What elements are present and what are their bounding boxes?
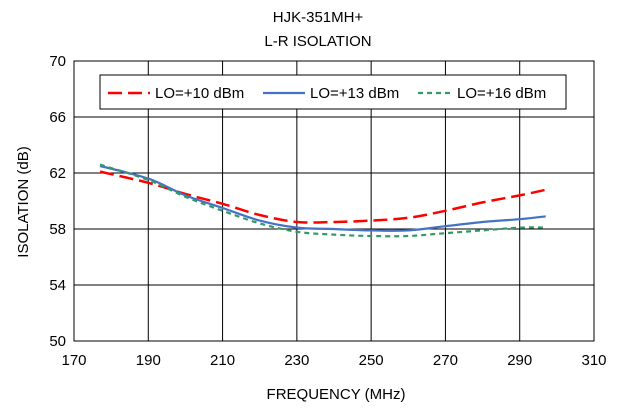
x-tick-label: 290 (507, 352, 532, 369)
x-tick-label: 310 (581, 352, 606, 369)
y-tick-label: 58 (49, 221, 66, 238)
x-tick-label: 210 (210, 352, 235, 369)
series-line (99, 164, 546, 232)
series-line (99, 170, 546, 224)
legend-label: LO=+13 dBm (310, 85, 399, 102)
chart-subtitle: L-R ISOLATION (264, 33, 371, 50)
x-tick-label: 250 (359, 352, 384, 369)
y-tick-label: 66 (49, 109, 66, 126)
x-axis-label: FREQUENCY (MHz) (267, 386, 406, 403)
legend-label: LO=+10 dBm (155, 85, 244, 102)
x-tick-label: 230 (284, 352, 309, 369)
legend-box (99, 74, 567, 110)
series-lines (99, 163, 546, 238)
y-axis-label: ISOLATION (dB) (15, 146, 32, 257)
x-tick-label: 190 (136, 352, 161, 369)
series-line (99, 163, 546, 238)
legend-label: LO=+16 dBm (457, 85, 546, 102)
y-tick-label: 62 (49, 165, 66, 182)
plot-frame (73, 60, 595, 342)
tick-labels: 170 190 210 230 250 270 290 310 50 54 58 62 66 70 (49, 53, 606, 369)
x-tick-label: 270 (433, 352, 458, 369)
y-tick-label: 70 (49, 53, 66, 70)
legend: LO=+10 dBm LO=+13 dBm LO=+16 dBm (99, 74, 567, 110)
y-tick-label: 54 (49, 277, 66, 294)
chart-title: HJK-351MH+ (273, 9, 364, 26)
y-tick-label: 50 (49, 333, 66, 350)
x-tick-label: 170 (61, 352, 86, 369)
